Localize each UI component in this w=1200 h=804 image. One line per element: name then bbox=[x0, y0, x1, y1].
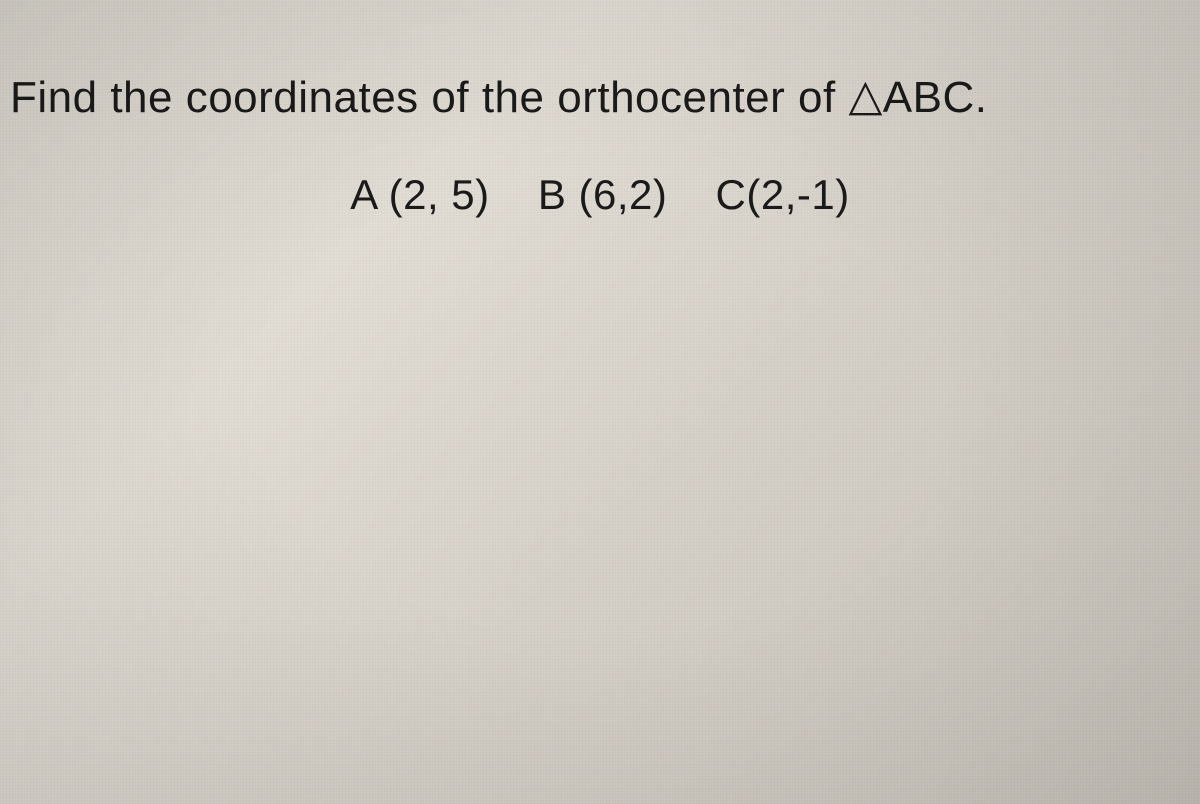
point-c: C(2,-1) bbox=[716, 171, 850, 218]
coordinates-line: A (2, 5) B (6,2) C(2,-1) bbox=[0, 171, 1200, 219]
point-a: A (2, 5) bbox=[350, 171, 489, 218]
triangle-icon: △ bbox=[848, 70, 882, 121]
question-prefix: Find the coordinates of the orthocenter … bbox=[10, 73, 848, 122]
problem-container: Find the coordinates of the orthocenter … bbox=[0, 0, 1200, 219]
point-b: B (6,2) bbox=[538, 171, 668, 218]
triangle-label: ABC. bbox=[883, 73, 988, 122]
question-text: Find the coordinates of the orthocenter … bbox=[0, 72, 1200, 123]
